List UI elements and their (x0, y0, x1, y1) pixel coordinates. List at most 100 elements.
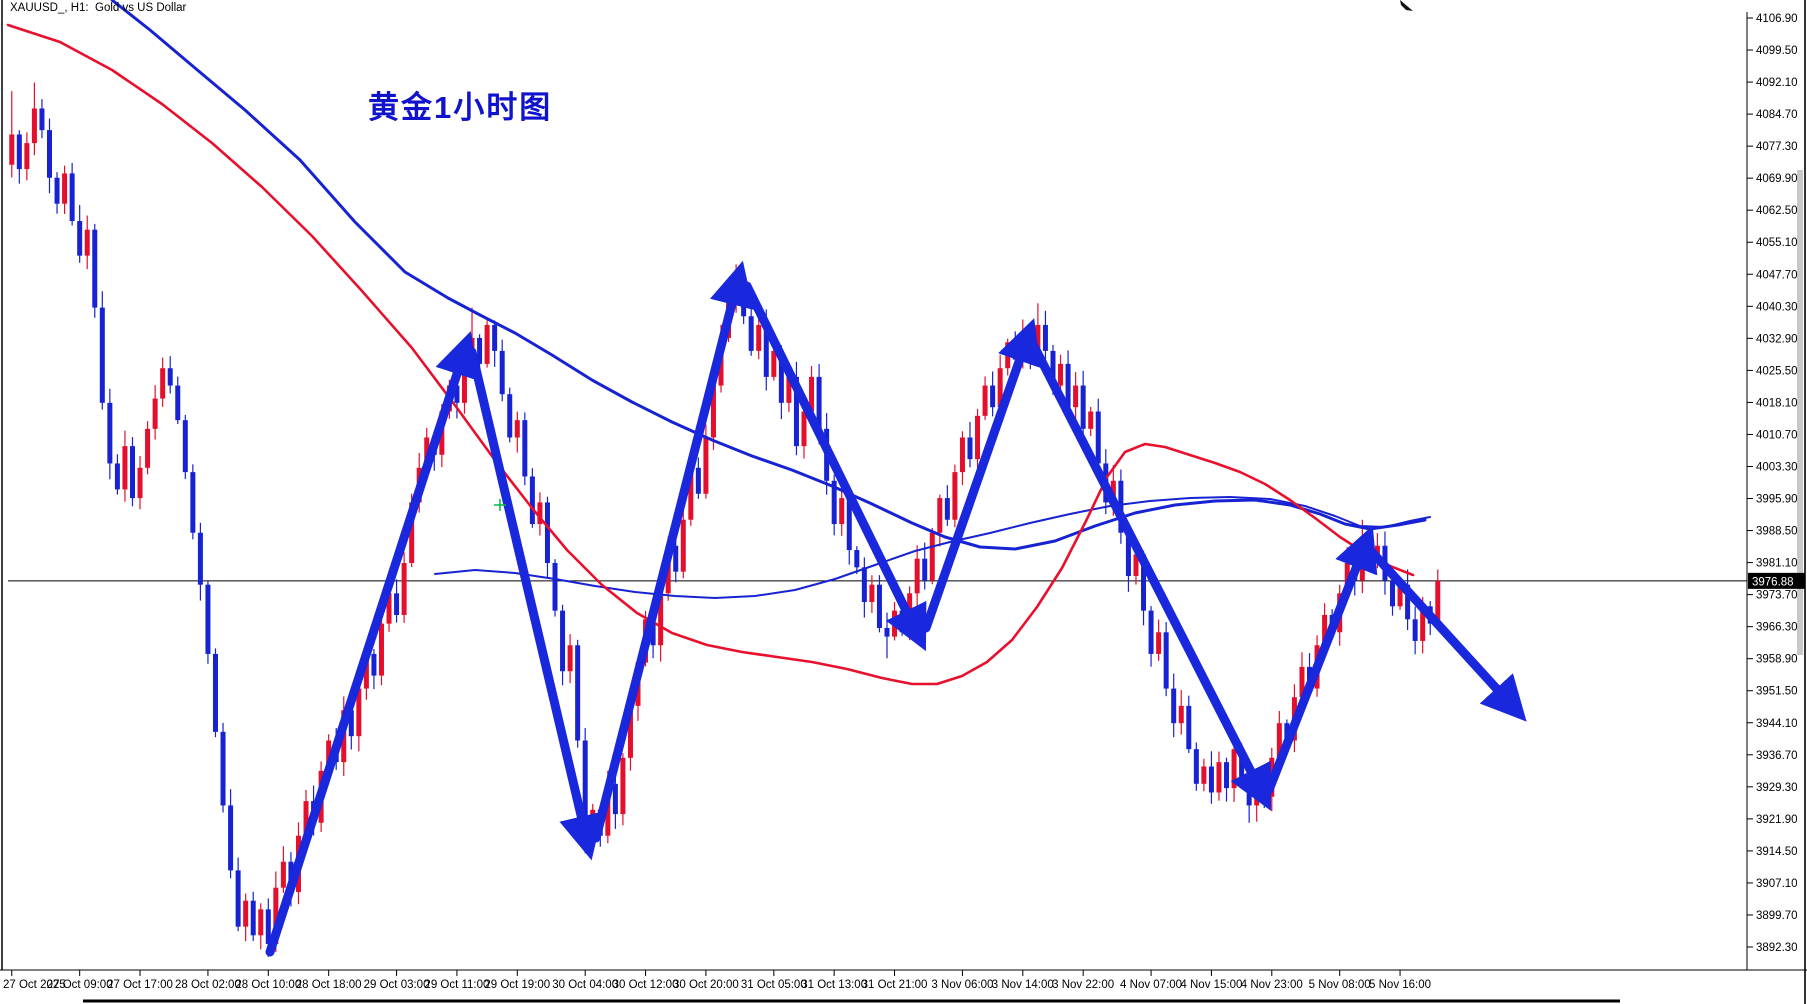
price-axis-label: 3988.50 (1756, 526, 1798, 538)
trend-arrow[interactable] (1367, 547, 1527, 722)
chart-annotation-label: 黄金1小时图 (368, 90, 553, 125)
candle-bull (605, 783, 611, 836)
candle-bull (537, 502, 543, 525)
candle-bear (371, 653, 377, 676)
candle-bull (997, 368, 1003, 408)
candle-bear (39, 108, 45, 131)
candle-bear (265, 909, 271, 944)
candle-bull (1397, 584, 1403, 607)
candle-bull (24, 143, 30, 170)
candle-bull (771, 350, 777, 377)
candle-bull (914, 558, 920, 594)
candle-bear (529, 476, 535, 525)
candle-bear (846, 498, 852, 551)
current-price-value: 3976.88 (1752, 576, 1794, 588)
candle-bull (514, 420, 520, 438)
time-axis-label: 28 Oct 10:00 (235, 979, 301, 991)
candle-bull (1058, 363, 1064, 386)
candle-bear (235, 870, 241, 927)
trend-arrow[interactable] (467, 347, 604, 861)
ma-blue-long (110, 0, 1427, 551)
time-axis-label: 28 Oct 18:00 (296, 979, 362, 991)
candle-bull (401, 563, 407, 615)
candle-bull (703, 437, 709, 494)
price-axis-label: 3899.70 (1756, 910, 1798, 922)
candle-bear (182, 420, 188, 473)
candle-bear (220, 731, 226, 806)
candle-bear (69, 173, 75, 222)
time-axis-label: 4 Nov 15:00 (1180, 979, 1242, 991)
candle-bull (680, 519, 686, 572)
candle-bull (620, 757, 626, 815)
price-axis-label: 3944.10 (1756, 718, 1798, 730)
candle-bear (861, 567, 867, 602)
candle-bear (1080, 385, 1086, 429)
candle-bull (929, 532, 935, 581)
time-axis-label: 3 Nov 22:00 (1052, 979, 1114, 991)
candle-bear (1042, 324, 1048, 351)
price-axis-label: 3936.70 (1756, 750, 1798, 762)
trend-arrow[interactable] (591, 260, 754, 843)
candle-bear (831, 480, 837, 525)
price-axis-label: 4099.50 (1756, 45, 1798, 57)
candle-bull (409, 502, 415, 564)
candle-bear (1284, 723, 1290, 741)
candle-bull (145, 428, 151, 468)
price-axis-label: 3995.90 (1756, 494, 1798, 506)
candle-bull (424, 437, 430, 468)
candle-bear (1186, 705, 1192, 750)
candle-bull (1133, 554, 1139, 577)
candle-bear (167, 368, 173, 386)
time-axis-label: 31 Oct 13:00 (801, 979, 867, 991)
trend-arrow[interactable] (1264, 525, 1378, 795)
candles-series (9, 82, 1441, 957)
candle-bull (1156, 632, 1162, 654)
candle-bear (212, 653, 218, 732)
time-axis-label: 4 Nov 23:00 (1241, 979, 1303, 991)
candle-bull (160, 368, 166, 399)
candle-bull (1178, 705, 1184, 724)
candle-bear (1050, 350, 1056, 386)
price-axis-label: 4069.90 (1756, 173, 1798, 185)
candle-bull (1005, 342, 1011, 369)
candle-bear (793, 376, 799, 447)
candle-bear (1148, 610, 1154, 654)
trend-arrow[interactable] (742, 281, 927, 652)
candle-bear (763, 324, 769, 377)
candle-bull (1088, 411, 1094, 429)
candle-bear (454, 385, 460, 403)
trend-arrows[interactable] (265, 260, 1527, 957)
candle-bear (575, 645, 581, 741)
candle-bull (786, 376, 792, 403)
time-axis-label: 30 Oct 04:00 (552, 979, 618, 991)
time-axis-label: 3 Nov 06:00 (931, 979, 993, 991)
candle-bear (492, 324, 498, 351)
price-axis-label: 4106.90 (1756, 13, 1798, 25)
trend-arrow[interactable] (921, 318, 1041, 633)
candle-bull (31, 108, 37, 144)
price-axis-label: 4092.10 (1756, 77, 1798, 89)
candle-bull (258, 909, 264, 936)
candle-bear (748, 316, 754, 351)
candle-bull (801, 411, 807, 447)
candle-bear (552, 563, 558, 611)
candle-bull (869, 584, 875, 602)
candle-bull (62, 173, 68, 204)
candle-bull (356, 688, 362, 737)
candle-bear (77, 221, 83, 256)
price-axis-label: 4032.90 (1756, 333, 1798, 345)
time-axis-label: 29 Oct 19:00 (484, 979, 550, 991)
price-axis-label: 4062.50 (1756, 205, 1798, 217)
trend-arrow[interactable] (265, 331, 479, 957)
scrollbar-thumb[interactable] (1797, 170, 1803, 655)
candle-bull (1216, 762, 1222, 793)
candle-bull (122, 446, 128, 490)
time-axis-label: 27 Oct 17:00 (107, 979, 173, 991)
trend-arrow[interactable] (1029, 341, 1272, 812)
crosshair-mark (494, 499, 506, 511)
candle-bear (1163, 632, 1169, 689)
price-axis-label: 3966.30 (1756, 622, 1798, 634)
price-axis-label: 3914.50 (1756, 846, 1798, 858)
